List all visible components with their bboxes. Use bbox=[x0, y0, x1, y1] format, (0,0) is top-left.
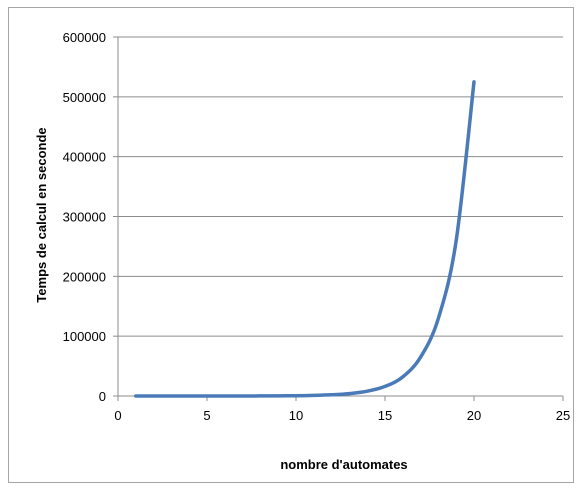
y-tick-label: 300000 bbox=[63, 210, 106, 225]
y-tick-label: 600000 bbox=[63, 30, 106, 45]
y-tick-label: 500000 bbox=[63, 90, 106, 105]
axes bbox=[113, 36, 564, 401]
y-axis-title: Temps de calcul en seconde bbox=[34, 127, 49, 302]
x-tick-label: 0 bbox=[114, 408, 121, 423]
x-tick-label: 25 bbox=[556, 408, 570, 423]
y-tick-label: 0 bbox=[99, 389, 106, 404]
y-tick-labels: 0 100000 200000 300000 400000 500000 600000 bbox=[63, 30, 106, 404]
x-tick-label: 5 bbox=[203, 408, 210, 423]
x-axis-title: nombre d'automates bbox=[280, 457, 407, 472]
x-tick-label: 20 bbox=[467, 408, 481, 423]
gridlines bbox=[118, 36, 563, 337]
x-tick-labels: 0 5 10 15 20 25 bbox=[114, 408, 570, 423]
y-tick-label: 200000 bbox=[63, 269, 106, 284]
series-line-0 bbox=[134, 80, 476, 398]
x-tick-label: 10 bbox=[289, 408, 303, 423]
x-tick-label: 15 bbox=[378, 408, 392, 423]
y-tick-label: 100000 bbox=[63, 329, 106, 344]
chart-frame bbox=[8, 7, 574, 483]
series-group bbox=[134, 80, 476, 398]
y-tick-label: 400000 bbox=[63, 150, 106, 165]
